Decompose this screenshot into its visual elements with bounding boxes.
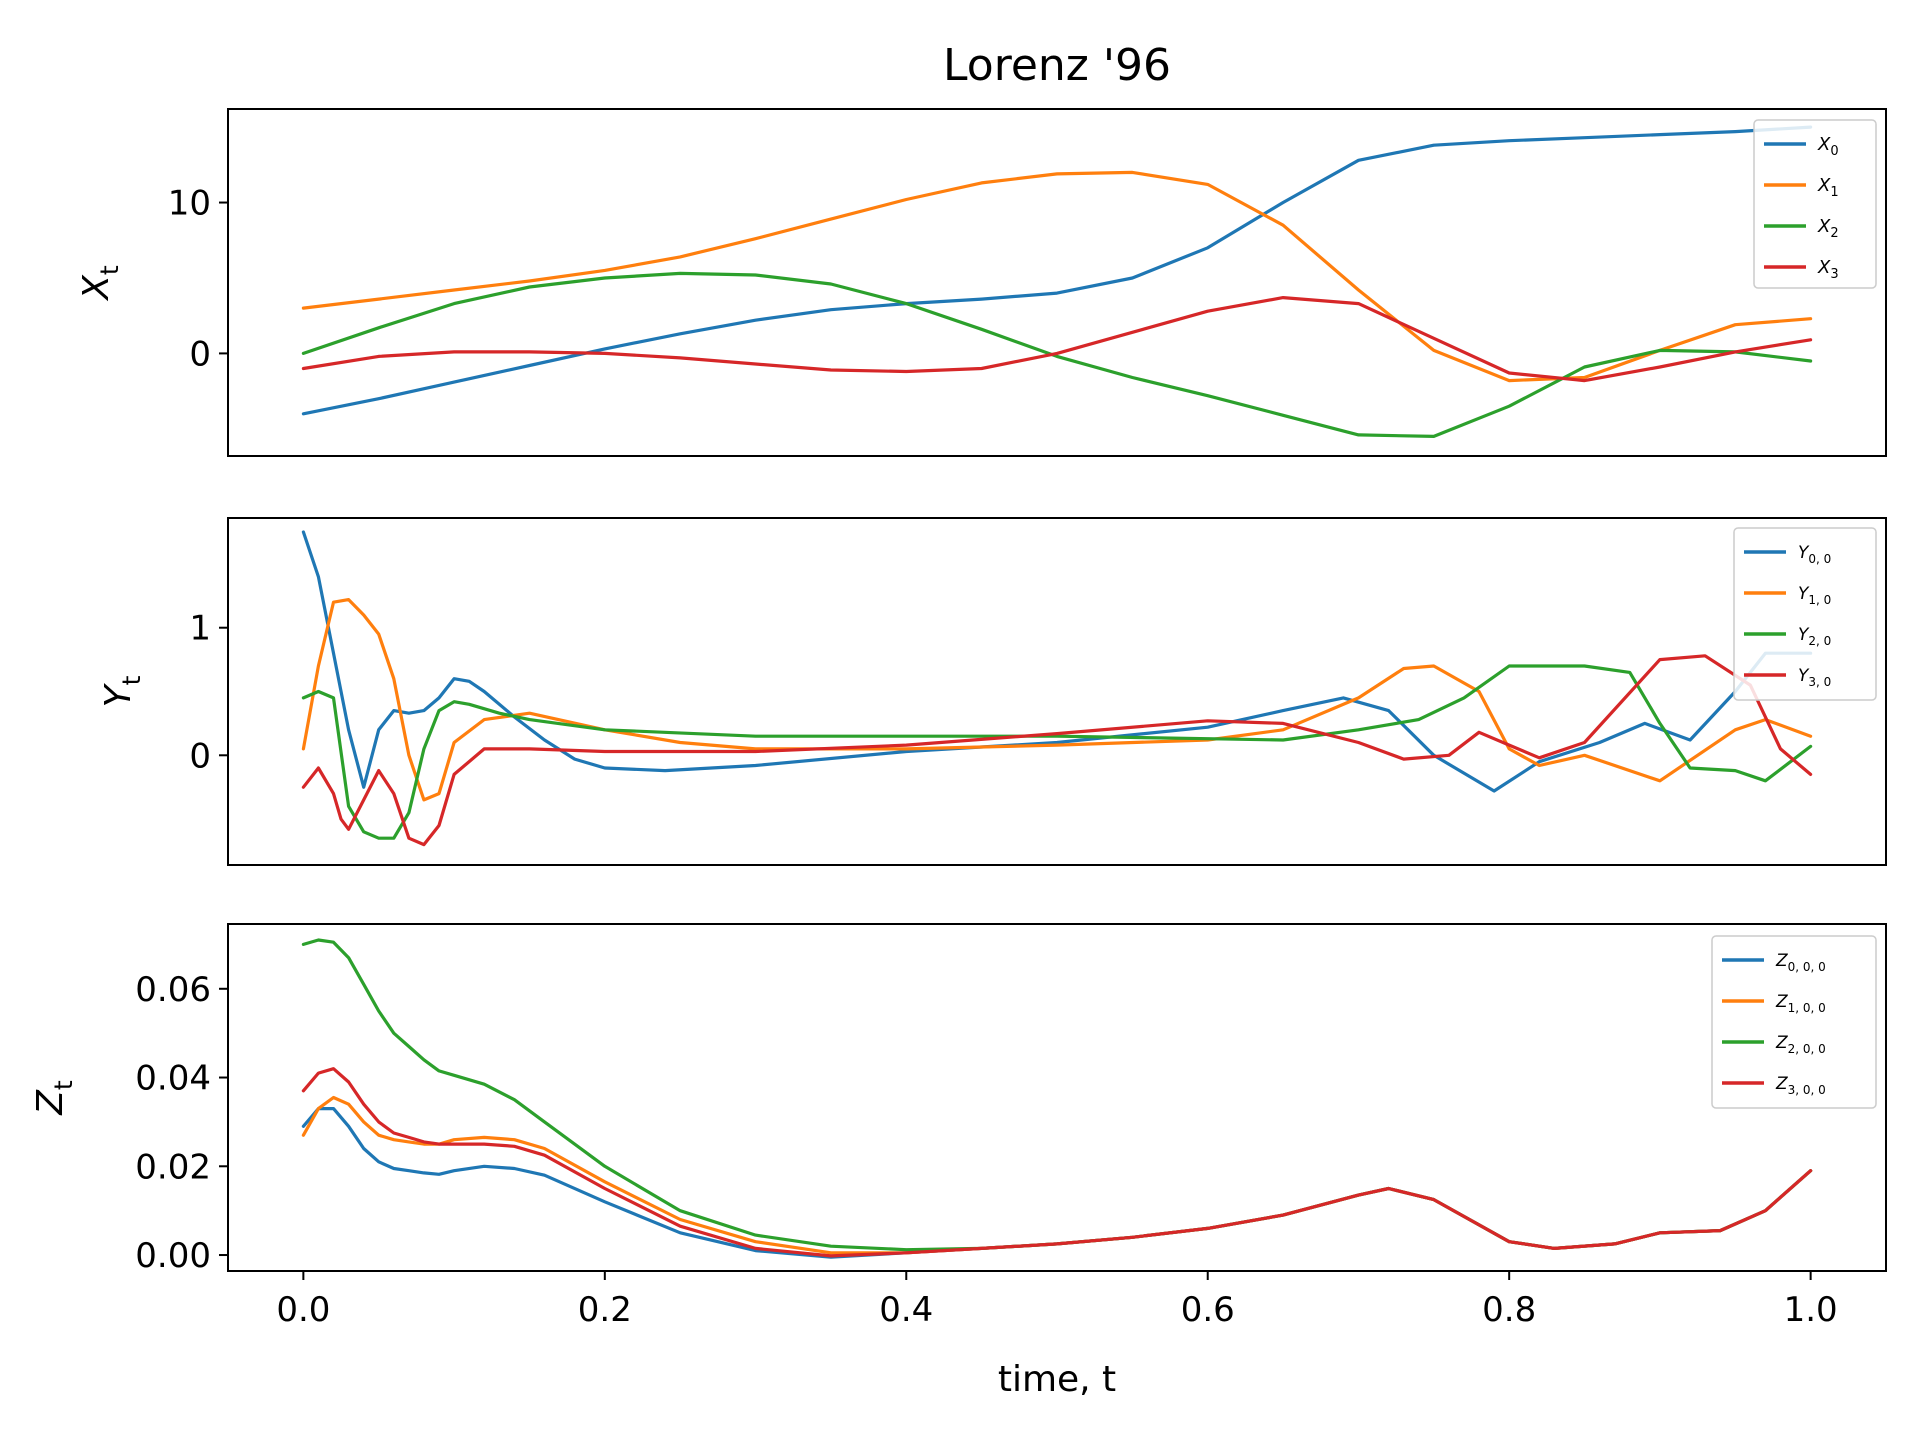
legend-label-1-3: X3 (1817, 257, 1839, 282)
axes-frame-2 (227, 517, 1887, 866)
series-line-1-3 (301, 296, 1813, 383)
svg-text:Zt: Zt (30, 1080, 78, 1116)
axes-frame-1 (227, 108, 1887, 457)
series-line-2-1 (301, 598, 1813, 802)
y-axis-label-3: Zt (30, 1080, 78, 1116)
legend-label-1-2: X2 (1817, 216, 1839, 241)
legend-label-2-0: Y0, 0 (1798, 543, 1831, 566)
x-axis-label: time, t (998, 1359, 1116, 1400)
y-tick-label-1-1: 10 (168, 184, 211, 224)
subplot-2: 0 1 Yt Y0, 0 Y1, 0 Y2, 0 Y3, 0 (98, 517, 1887, 866)
y-axis-label-2: Yt (98, 675, 146, 707)
y-tick-label-3-2: 0.04 (135, 1059, 211, 1099)
legend-label-2-1: Y1, 0 (1798, 584, 1831, 607)
legend-label-3-0: Z0, 0, 0 (1775, 951, 1826, 974)
series-line-3-3 (301, 1067, 1813, 1258)
x-tick-label-2: 0.4 (879, 1290, 933, 1330)
svg-text:Xt: Xt (76, 265, 124, 302)
legend-label-1-0: X0 (1817, 134, 1839, 159)
legend-label-3-3: Z3, 0, 0 (1775, 1074, 1826, 1097)
legend-label-1-1: X1 (1817, 175, 1839, 200)
legend-label-3-1: Z1, 0, 0 (1775, 992, 1826, 1015)
x-tick-label-0: 0.0 (276, 1290, 330, 1330)
y-tick-label-2-1: 1 (189, 609, 211, 649)
x-tick-label-5: 1.0 (1784, 1290, 1838, 1330)
series-line-1-0 (301, 125, 1813, 416)
legend-3: Z0, 0, 0 Z1, 0, 0 Z2, 0, 0 Z3, 0, 0 (1711, 935, 1877, 1109)
subplot-1: 0 10 Xt X0 X1 X2 X3 (76, 108, 1887, 457)
legend-2: Y0, 0 Y1, 0 Y2, 0 Y3, 0 (1733, 527, 1877, 701)
y-tick-label-3-0: 0.00 (135, 1236, 211, 1276)
x-tick-label-4: 0.8 (1482, 1290, 1536, 1330)
figure-title: Lorenz '96 (943, 40, 1171, 91)
svg-text:Yt: Yt (98, 675, 146, 707)
x-tick-label-3: 0.6 (1181, 1290, 1235, 1330)
axes-frame-3 (227, 923, 1887, 1272)
legend-1: X0 X1 X2 X3 (1753, 119, 1877, 289)
x-tick-label-1: 0.2 (578, 1290, 632, 1330)
y-tick-label-3-3: 0.06 (135, 970, 211, 1010)
subplot-3: 0.00 0.02 0.04 0.06 0.0 0.2 0.4 0.6 0.8 1.0 Zt Z0, … (30, 923, 1887, 1330)
y-axis-label-1: Xt (76, 265, 124, 302)
series-line-1-2 (301, 271, 1813, 438)
series-line-2-2 (301, 664, 1813, 840)
y-tick-label-1-0: 0 (189, 334, 211, 374)
legend-label-3-2: Z2, 0, 0 (1775, 1033, 1826, 1056)
legend-label-2-3: Y3, 0 (1798, 666, 1831, 689)
y-tick-label-2-0: 0 (189, 736, 211, 776)
legend-label-2-2: Y2, 0 (1798, 625, 1831, 648)
series-line-2-3 (301, 654, 1813, 847)
y-tick-label-3-1: 0.02 (135, 1147, 211, 1187)
series-line-2-0 (301, 530, 1813, 793)
